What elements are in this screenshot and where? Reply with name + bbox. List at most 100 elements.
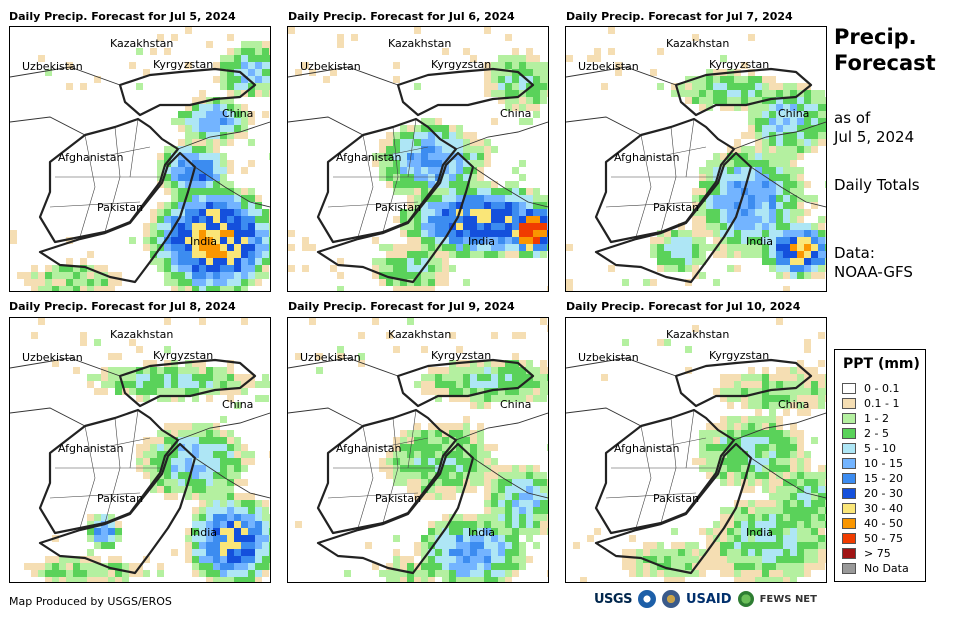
precip-cell [213, 563, 220, 570]
precip-cell [157, 437, 164, 444]
precip-cell [769, 139, 776, 146]
country-label: Pakistan [97, 201, 143, 214]
precip-cell [692, 258, 699, 265]
precip-cell [797, 479, 804, 486]
precip-cell [337, 34, 344, 41]
precip-cell [540, 237, 547, 244]
precip-cell [783, 395, 790, 402]
precip-cell [213, 160, 220, 167]
precip-cell [456, 367, 463, 374]
precip-cell [748, 556, 755, 563]
precip-cell [407, 160, 414, 167]
precip-cell [804, 465, 811, 472]
precip-cell [442, 153, 449, 160]
precip-cell [699, 549, 706, 556]
precip-cell [206, 577, 213, 582]
precip-cell [45, 556, 52, 563]
precip-cell [727, 388, 734, 395]
precip-cell [442, 472, 449, 479]
precip-cell [213, 76, 220, 83]
precip-cell [477, 402, 484, 409]
precip-cell [734, 153, 741, 160]
precip-cell [498, 535, 505, 542]
country-border [316, 408, 458, 535]
precip-cell [797, 360, 804, 367]
precip-cell [255, 69, 262, 76]
precip-cell [741, 521, 748, 528]
precip-cell [192, 244, 199, 251]
precip-cell [491, 458, 498, 465]
precip-cell [143, 437, 150, 444]
precip-cell [379, 167, 386, 174]
precip-cell [762, 507, 769, 514]
precip-cell [741, 563, 748, 570]
precip-cell [657, 570, 664, 577]
precip-cell [220, 521, 227, 528]
precip-cell [540, 223, 547, 230]
precip-cell [818, 542, 825, 549]
precip-cell [713, 83, 720, 90]
precip-cell [519, 500, 526, 507]
precip-cell [164, 174, 171, 181]
precip-cell [414, 479, 421, 486]
precip-cell [241, 570, 248, 577]
precip-cell [519, 118, 526, 125]
precip-cell [755, 402, 762, 409]
precip-cell [421, 430, 428, 437]
precip-cell [255, 41, 262, 48]
precip-cell [762, 125, 769, 132]
precip-cell [706, 209, 713, 216]
precip-cell [199, 465, 206, 472]
precip-cell [269, 381, 270, 388]
precip-cell [171, 188, 178, 195]
precip-cell [241, 265, 248, 272]
precip-cell [171, 216, 178, 223]
precip-cell [185, 367, 192, 374]
precip-cell [316, 367, 323, 374]
precip-cell [776, 160, 783, 167]
precip-cell [720, 174, 727, 181]
precip-cell [491, 62, 498, 69]
precip-cell [220, 139, 227, 146]
precip-cell [797, 451, 804, 458]
precip-cell [206, 486, 213, 493]
precip-cell [776, 542, 783, 549]
precip-cell [720, 521, 727, 528]
precip-cell [526, 528, 533, 535]
neighbor-border [750, 166, 826, 208]
precip-cell [706, 528, 713, 535]
precip-cell [435, 146, 442, 153]
precip-cell [526, 104, 533, 111]
precip-cell [692, 458, 699, 465]
precip-cell [386, 577, 393, 582]
precip-cell [783, 514, 790, 521]
legend-item: 10 - 15 [842, 457, 903, 470]
precip-cell [748, 570, 755, 577]
precip-cell [199, 188, 206, 195]
precip-cell [720, 423, 727, 430]
precip-cell [477, 174, 484, 181]
precip-cell [755, 90, 762, 97]
precip-cell [741, 416, 748, 423]
precip-cell [699, 258, 706, 265]
precip-cell [650, 542, 657, 549]
precip-cell [220, 69, 227, 76]
precip-cell [727, 97, 734, 104]
precip-cell [470, 479, 477, 486]
precip-cell [734, 160, 741, 167]
precip-cell [804, 251, 811, 258]
precip-cell [734, 374, 741, 381]
precip-cell [449, 458, 456, 465]
precip-cell [755, 244, 762, 251]
precip-cell [540, 251, 547, 258]
precip-cell [393, 139, 400, 146]
precip-cell [811, 125, 818, 132]
precip-cell [470, 556, 477, 563]
precip-cell [463, 360, 470, 367]
precip-cell [664, 577, 671, 582]
precip-cell [755, 430, 762, 437]
precip-cell [692, 97, 699, 104]
precip-cell [706, 97, 713, 104]
precip-cell [790, 444, 797, 451]
